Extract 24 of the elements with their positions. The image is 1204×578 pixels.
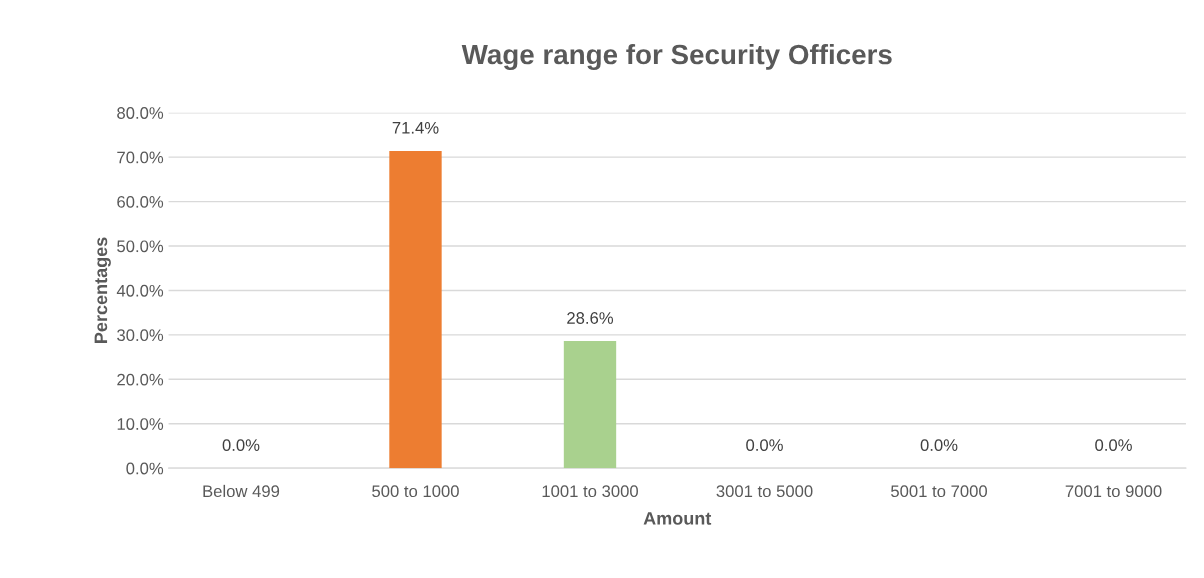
y-tick-label: 40.0% — [116, 284, 164, 297]
y-tick-label: 50.0% — [117, 240, 164, 253]
data-label: 71.4% — [392, 122, 439, 134]
x-tick-label: 1001 to 3000 — [542, 485, 639, 498]
data-label: 28.6% — [567, 312, 614, 324]
y-tick-label: 0.0% — [126, 462, 164, 475]
y-tick-label: 20.0% — [117, 373, 164, 386]
x-tick-label: 500 to 1000 — [372, 485, 459, 498]
x-axis-title: Amount — [643, 512, 712, 525]
data-label: 0.0% — [746, 439, 783, 451]
x-tick-label: 5001 to 7000 — [891, 485, 988, 498]
data-label: 0.0% — [222, 439, 260, 451]
x-tick-label: 7001 to 9000 — [1065, 485, 1162, 498]
y-tick-label: 10.0% — [117, 418, 164, 430]
y-tick-label: 30.0% — [117, 329, 164, 342]
y-tick-label: 80.0% — [117, 107, 164, 119]
y-tick-label: 70.0% — [117, 151, 164, 164]
x-tick-label: Below 499 — [203, 484, 280, 498]
data-label: 0.0% — [920, 439, 958, 451]
chart-title: Wage range for Security Officers — [461, 43, 892, 70]
y-tick-label: 60.0% — [117, 195, 164, 208]
x-tick-label: 3001 to 5000 — [716, 485, 813, 498]
y-axis-title: Percentages — [94, 237, 111, 343]
data-label: 0.0% — [1095, 439, 1132, 451]
